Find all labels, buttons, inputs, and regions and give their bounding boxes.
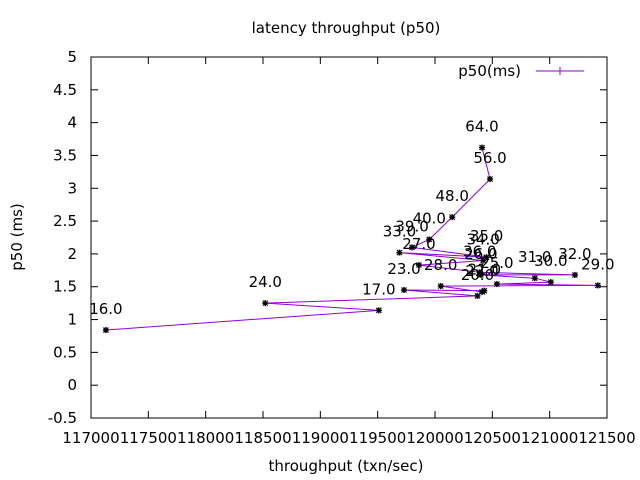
point-marker-d2 [493, 281, 500, 288]
point-label: 32.0 [558, 245, 591, 263]
data-point [375, 307, 382, 314]
y-tick-label: 5 [67, 48, 77, 66]
y-tick-label: 3 [67, 179, 77, 197]
point-label: 64.0 [465, 118, 498, 136]
y-tick-label: 2 [67, 245, 77, 263]
data-point [426, 236, 433, 243]
point-label: 30.0 [534, 252, 567, 270]
point-label: 16.0 [89, 300, 122, 318]
point-marker-d2 [483, 254, 490, 261]
data-point [396, 249, 403, 256]
data-point [547, 279, 554, 286]
point-marker-d2 [449, 214, 456, 221]
point-marker-d2 [571, 271, 578, 278]
point-label: 22.0 [465, 262, 498, 280]
x-tick-label: 118000 [177, 429, 234, 447]
point-marker-d2 [416, 262, 422, 268]
point-marker-d2 [474, 292, 481, 299]
data-point [493, 281, 500, 288]
x-tick-label: 120500 [464, 429, 521, 447]
y-tick-label: 2.5 [53, 212, 77, 230]
y-tick-label: 1.5 [53, 278, 77, 296]
point-marker-d2 [547, 279, 554, 286]
x-tick-label: 119000 [292, 429, 349, 447]
point-label: 56.0 [473, 149, 506, 167]
data-point [262, 300, 269, 307]
point-label: 31.0 [518, 248, 551, 266]
y-tick-label: 1 [67, 311, 77, 329]
point-label: 35.0 [470, 227, 503, 245]
x-tick-label: 121500 [578, 429, 635, 447]
point-label: 21.0 [468, 261, 501, 279]
data-point [437, 283, 444, 290]
point-marker-d2 [375, 307, 382, 314]
data-point [479, 144, 486, 151]
point-label: 24.0 [249, 273, 282, 291]
data-point [479, 288, 486, 295]
x-tick-label: 117000 [62, 429, 119, 447]
point-marker-d2 [477, 271, 484, 278]
point-marker-d2 [262, 300, 269, 307]
point-marker-d2 [531, 275, 538, 282]
y-tick-label: 4 [67, 114, 77, 132]
data-point [594, 282, 601, 289]
y-tick-label: 4.5 [53, 81, 77, 99]
data-point [483, 254, 490, 261]
point-marker-d2 [479, 289, 485, 295]
point-label: 26.0 [464, 245, 497, 263]
y-axis-title: p50 (ms) [8, 203, 26, 271]
data-point [102, 327, 109, 334]
chart-title: latency throughput (p50) [252, 19, 441, 37]
x-tick-label: 118500 [234, 429, 291, 447]
data-point [480, 257, 487, 264]
point-marker-d2 [437, 283, 444, 289]
series-line [105, 147, 598, 331]
data-point [476, 269, 483, 276]
point-marker-d2 [487, 176, 493, 183]
point-marker-d2 [479, 144, 485, 151]
y-tick-label: 0.5 [53, 343, 77, 361]
point-label: 17.0 [362, 280, 395, 298]
x-tick-label: 117500 [120, 429, 177, 447]
point-marker-d2 [426, 236, 433, 243]
point-label: 34.0 [466, 230, 499, 248]
ticks: 117000 117500 118000 118500 119000 119500 1200… [48, 48, 636, 447]
point-label: 28.0 [424, 256, 457, 274]
point-marker-d2 [594, 282, 601, 289]
point-marker-d2 [401, 287, 407, 293]
y-tick-label: 3.5 [53, 146, 77, 164]
point-label: 29.0 [581, 255, 614, 273]
point-label: 40.0 [413, 209, 446, 227]
x-axis-title: throughput (txn/sec) [269, 457, 424, 475]
y-tick-label: -0.5 [48, 409, 77, 427]
point-label: 33.0 [383, 223, 416, 241]
data-point [474, 292, 481, 299]
data-point [415, 262, 422, 269]
plot-frame [90, 56, 608, 419]
point-marker-d2 [102, 327, 109, 333]
data-point [401, 287, 408, 294]
legend-label: p50(ms) [458, 62, 521, 80]
x-tick-label: 120000 [406, 429, 463, 447]
x-tick-label: 119500 [349, 429, 406, 447]
point-marker-d2 [476, 269, 483, 276]
point-marker-d2 [396, 249, 403, 256]
legend: p50(ms) [458, 62, 584, 80]
series-layer: 16.017.024.020.023.021.022.028.029.025.0… [89, 118, 615, 334]
data-point [449, 214, 456, 221]
x-tick-label: 121000 [521, 429, 578, 447]
data-point [571, 271, 578, 278]
point-label: 39.0 [395, 217, 428, 235]
data-point [531, 275, 538, 282]
point-label: 23.0 [387, 260, 420, 278]
point-marker-d2 [409, 244, 415, 251]
point-label: 48.0 [435, 187, 468, 205]
data-point [409, 244, 416, 251]
data-point [487, 176, 494, 183]
y-tick-label: 0 [67, 376, 77, 394]
